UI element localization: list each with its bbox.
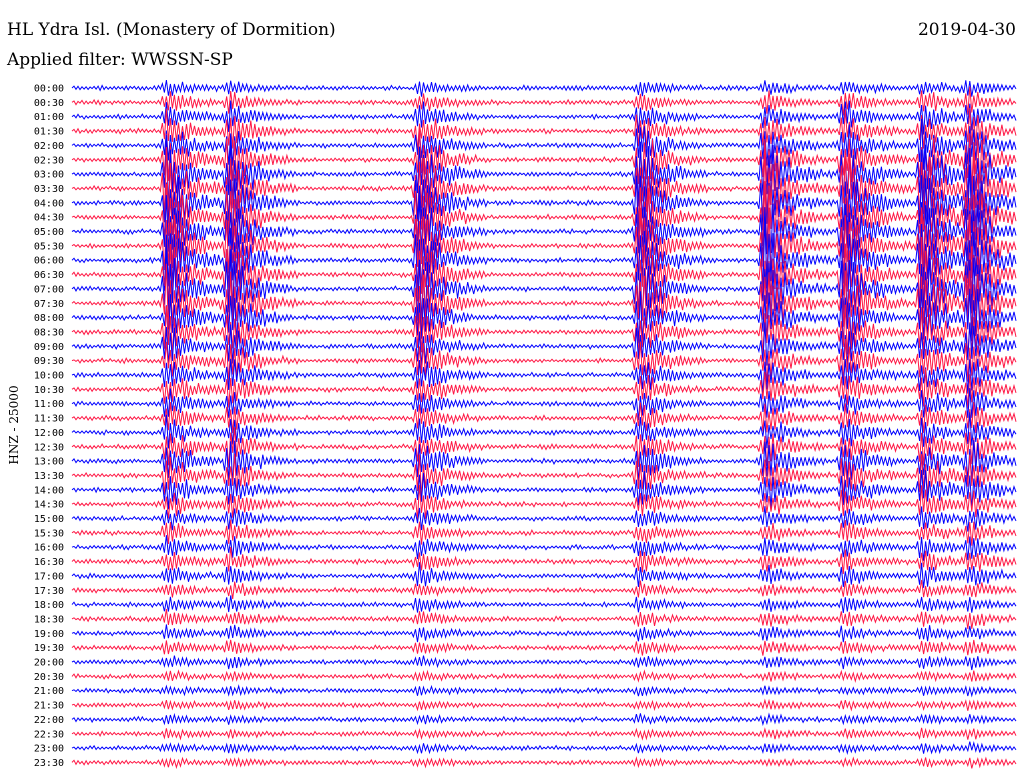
tick-label-0800: 08:00	[34, 313, 64, 324]
trace-0800	[71, 288, 1017, 346]
tick-label-2000: 20:00	[34, 658, 64, 669]
tick-label-group: 00:00 00:30 01:00 01:30 02:00 02:30 03:00 03:30…	[34, 84, 64, 769]
trace-1130	[71, 402, 1017, 434]
tick-label-1830: 18:30	[34, 614, 64, 625]
trace-1230	[71, 427, 1017, 468]
tick-label-0230: 02:30	[34, 155, 64, 166]
tick-label-1330: 13:30	[34, 471, 64, 482]
tick-label-2300: 23:00	[34, 744, 64, 755]
tick-label-0200: 02:00	[34, 141, 64, 152]
tick-label-1400: 14:00	[34, 485, 64, 496]
trace-1030	[71, 368, 1017, 409]
trace-0030	[71, 86, 1017, 116]
tick-label-2030: 20:30	[34, 672, 64, 683]
tick-label-0030: 00:30	[34, 98, 64, 109]
date-label: 2019-04-30	[917, 20, 1016, 40]
filter-label: Applied filter: WWSSN-SP	[7, 50, 233, 70]
tick-label-1030: 10:30	[34, 385, 64, 396]
trace-2300	[71, 741, 1017, 755]
trace-0500	[71, 195, 1017, 273]
tick-label-0730: 07:30	[34, 299, 64, 310]
tick-label-1630: 16:30	[34, 557, 64, 568]
tick-label-1200: 12:00	[34, 428, 64, 439]
trace-0600	[71, 216, 1017, 301]
trace-1430	[71, 484, 1017, 520]
trace-1530	[71, 519, 1017, 546]
tick-label-1100: 11:00	[34, 399, 64, 410]
trace-2230	[71, 727, 1017, 741]
trace-0730	[71, 263, 1017, 335]
tick-label-0500: 05:00	[34, 227, 64, 238]
trace-2100	[71, 684, 1017, 698]
trace-group	[71, 80, 1017, 770]
tick-label-1430: 14:30	[34, 500, 64, 511]
tick-label-1500: 15:00	[34, 514, 64, 525]
tick-label-1300: 13:00	[34, 457, 64, 468]
tick-label-0630: 06:30	[34, 270, 64, 281]
tick-label-2130: 21:30	[34, 701, 64, 712]
tick-label-0000: 00:00	[34, 84, 64, 95]
trace-1330	[71, 453, 1017, 500]
trace-1730	[71, 579, 1017, 599]
tick-label-0300: 03:00	[34, 170, 64, 181]
tick-label-2100: 21:00	[34, 686, 64, 697]
tick-label-1730: 17:30	[34, 586, 64, 597]
trace-2130	[71, 698, 1017, 712]
tick-label-0330: 03:30	[34, 184, 64, 195]
tick-label-0700: 07:00	[34, 284, 64, 295]
station-title: HL Ydra Isl. (Monastery of Dormition)	[7, 20, 336, 40]
tick-label-1600: 16:00	[34, 543, 64, 554]
trace-0300	[71, 134, 1017, 211]
trace-1500	[71, 506, 1017, 532]
trace-0230	[71, 128, 1017, 190]
trace-0200	[71, 118, 1017, 170]
trace-0130	[71, 107, 1017, 151]
trace-1100	[71, 388, 1017, 421]
trace-2000	[71, 655, 1017, 671]
tick-label-0830: 08:30	[34, 327, 64, 338]
tick-label-1800: 18:00	[34, 600, 64, 611]
trace-1000	[71, 358, 1017, 394]
trace-1700	[71, 562, 1017, 588]
trace-1600	[71, 535, 1017, 561]
trace-0400	[71, 164, 1017, 239]
tick-label-0100: 01:00	[34, 112, 64, 123]
trace-1200	[71, 412, 1017, 449]
trace-0430	[71, 181, 1017, 260]
trace-0830	[71, 304, 1017, 356]
tick-label-1000: 10:00	[34, 371, 64, 382]
trace-1800	[71, 595, 1017, 613]
trace-0100	[71, 100, 1017, 135]
trace-2330	[71, 756, 1017, 770]
trace-1300	[71, 440, 1017, 486]
tick-label-2330: 23:30	[34, 758, 64, 769]
tick-label-2230: 22:30	[34, 729, 64, 740]
tick-label-0130: 01:30	[34, 127, 64, 138]
trace-0930	[71, 338, 1017, 383]
trace-1930	[71, 639, 1017, 656]
tick-label-1230: 12:30	[34, 442, 64, 453]
tick-label-1930: 19:30	[34, 643, 64, 654]
tick-label-1130: 11:30	[34, 414, 64, 425]
trace-2200	[71, 712, 1017, 727]
tick-label-1700: 17:00	[34, 571, 64, 582]
tick-label-0400: 04:00	[34, 198, 64, 209]
tick-label-0930: 09:30	[34, 356, 64, 367]
trace-1830	[71, 608, 1017, 629]
trace-0000	[71, 80, 1017, 97]
trace-1630	[71, 546, 1017, 574]
tick-label-1900: 19:00	[34, 629, 64, 640]
trace-2030	[71, 669, 1017, 684]
tick-label-1530: 15:30	[34, 528, 64, 539]
tick-label-2200: 22:00	[34, 715, 64, 726]
tick-label-0430: 04:30	[34, 213, 64, 224]
tick-label-0900: 09:00	[34, 342, 64, 353]
tick-label-0600: 06:00	[34, 256, 64, 267]
tick-label-0530: 05:30	[34, 241, 64, 252]
trace-0700	[71, 243, 1017, 324]
trace-0900	[71, 322, 1017, 367]
trace-1400	[71, 469, 1017, 510]
trace-1900	[71, 624, 1017, 643]
